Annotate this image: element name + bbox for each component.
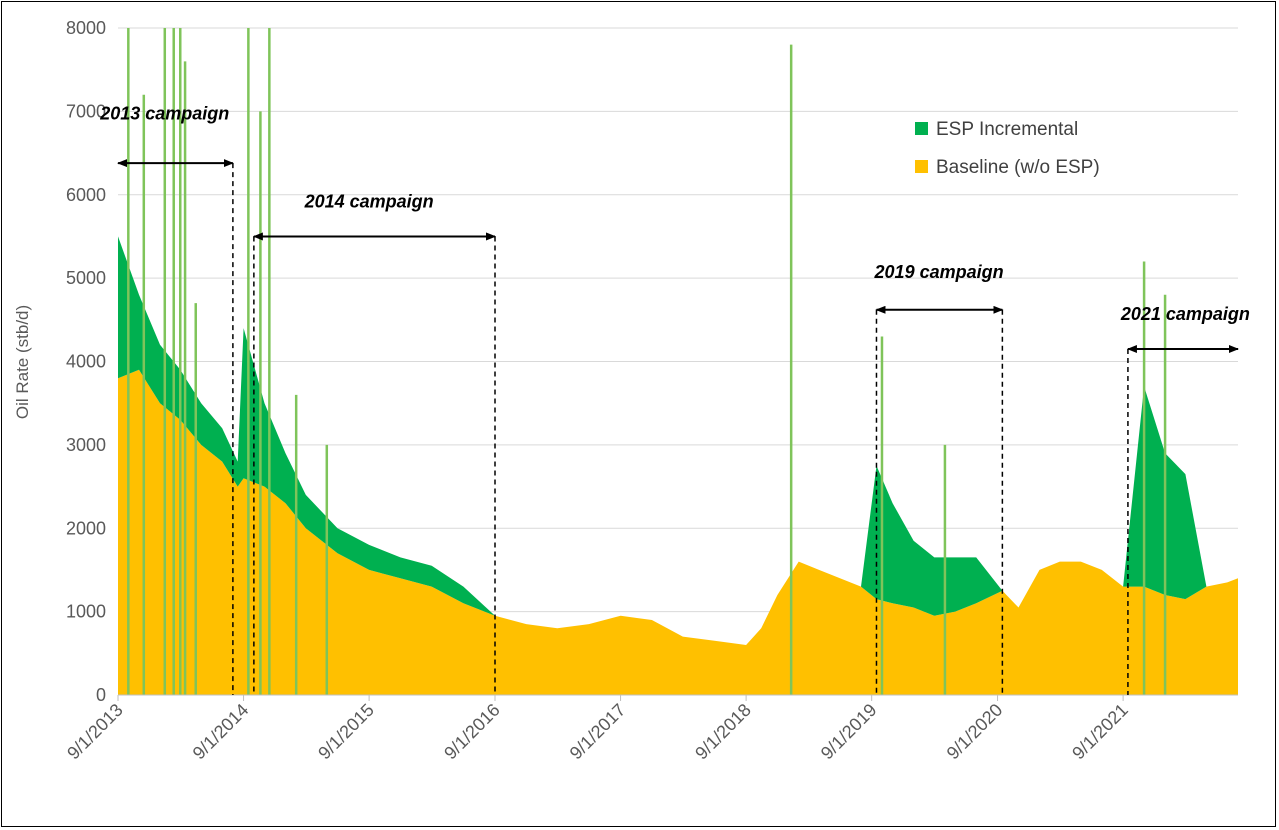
y-tick-labels: 0 1000 2000 3000 4000 5000 6000 7000 8000 [66,18,106,705]
campaign-annotations: 2013 campaign 2014 campaign 2019 campaign 2… [99,104,1250,695]
x-tick-label: 9/1/2019 [817,700,881,764]
x-tick-label: 9/1/2016 [440,700,504,764]
baseline-area [118,369,1238,695]
y-tick-label: 6000 [66,185,106,205]
legend-swatch [915,122,928,135]
legend-label: Baseline (w/o ESP) [936,157,1100,178]
x-tick-label: 9/1/2021 [1068,700,1132,764]
x-tick-labels: 9/1/2013 9/1/2014 9/1/2015 9/1/2016 9/1/2017… [63,700,1132,764]
y-tick-label: 7000 [66,101,106,121]
y-tick-label: 8000 [66,18,106,38]
baseline-area-path [118,369,1238,695]
y-tick-label: 3000 [66,435,106,455]
rate-spikes [127,28,1167,695]
x-tick-label: 9/1/2018 [691,700,755,764]
campaign-label: 2013 campaign [99,104,229,124]
x-tick-label: 9/1/2020 [943,700,1007,764]
legend: ESP Incremental Baseline (w/o ESP) [915,119,1100,178]
y-axis-title: Oil Rate (stb/d) [13,305,32,419]
x-tick-label: 9/1/2014 [189,700,253,764]
campaign-label: 2019 campaign [874,262,1004,282]
legend-label: ESP Incremental [936,119,1078,140]
axes [117,694,1238,701]
legend-swatch [915,160,928,173]
y-tick-label: 4000 [66,352,106,372]
y-tick-label: 5000 [66,268,106,288]
y-tick-label: 2000 [66,518,106,538]
x-tick-label: 9/1/2017 [566,700,630,764]
y-tick-label: 0 [96,685,106,705]
y-tick-label: 1000 [66,602,106,622]
campaign-label: 2014 campaign [304,191,434,211]
campaign-label: 2021 campaign [1120,304,1250,324]
x-tick-label: 9/1/2015 [314,700,378,764]
x-tick-label: 9/1/2013 [63,700,127,764]
